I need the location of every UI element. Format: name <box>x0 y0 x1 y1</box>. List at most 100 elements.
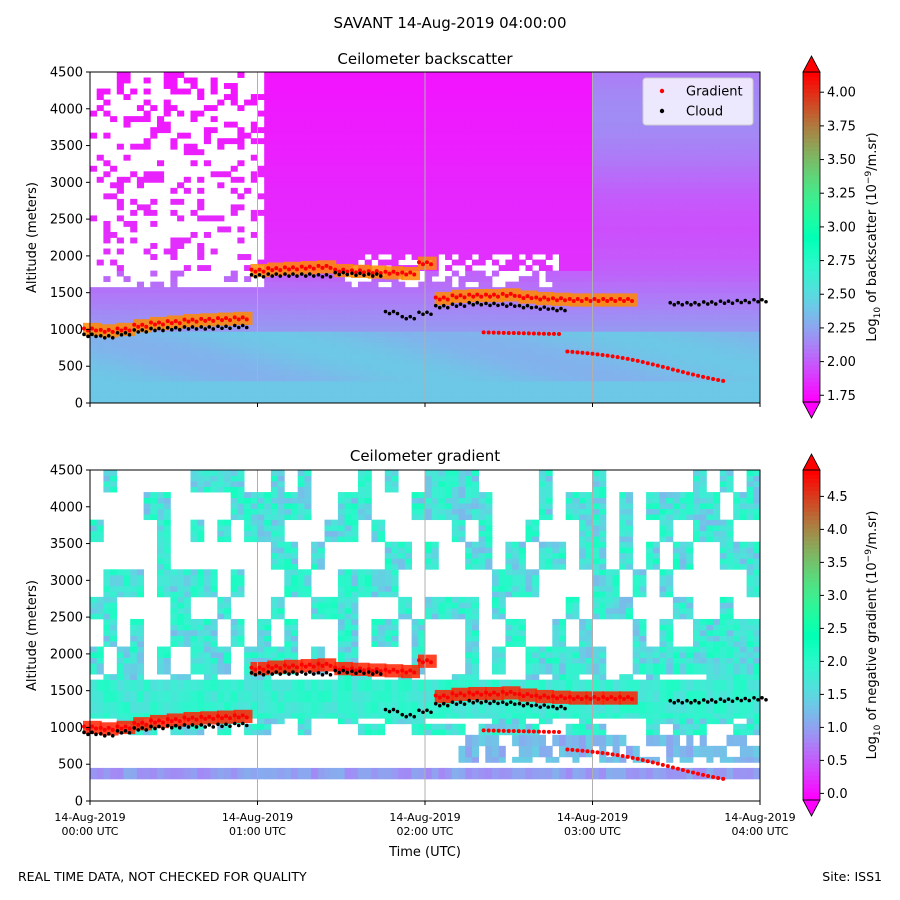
heatmap-cell <box>498 138 506 145</box>
heatmap-cell <box>170 243 178 249</box>
heatmap-cell <box>492 391 500 398</box>
heatmap-cell <box>311 110 319 117</box>
heatmap-cell <box>565 77 573 84</box>
heatmap-cell <box>626 77 634 84</box>
heatmap-cell <box>163 358 171 365</box>
heatmap-cell <box>646 303 654 310</box>
heatmap-cell <box>532 353 540 360</box>
heatmap-cell <box>344 309 352 316</box>
heatmap-cell <box>478 215 486 222</box>
heatmap-cell <box>612 358 620 365</box>
heatmap-cell <box>425 237 433 244</box>
heatmap-cell <box>331 105 339 112</box>
heatmap-cell <box>652 298 660 305</box>
heatmap-cell <box>264 160 272 167</box>
heatmap-cell <box>183 342 191 349</box>
heatmap-cell <box>311 298 319 305</box>
heatmap-cell <box>183 391 191 398</box>
heatmap-cell <box>130 303 138 310</box>
heatmap-cell <box>505 358 513 365</box>
heatmap-cell <box>485 88 493 95</box>
heatmap-cell <box>518 336 526 343</box>
heatmap-cell <box>311 220 319 227</box>
heatmap-cell <box>291 99 299 106</box>
heatmap-cell <box>344 347 352 354</box>
heatmap-cell <box>351 314 359 321</box>
heatmap-cell <box>291 94 299 100</box>
heatmap-cell <box>552 204 560 211</box>
heatmap-cell <box>713 72 721 78</box>
heatmap-cell <box>719 259 727 266</box>
heatmap-cell <box>197 331 205 338</box>
heatmap-cell <box>331 198 339 205</box>
heatmap-cell <box>713 314 721 321</box>
heatmap-cell <box>659 160 667 167</box>
heatmap-cell <box>632 386 640 393</box>
heatmap-cell <box>518 171 526 178</box>
heatmap-cell <box>411 226 419 233</box>
heatmap-cell <box>545 149 553 156</box>
heatmap-cell <box>277 88 285 95</box>
heatmap-cell <box>579 336 587 343</box>
heatmap-cell <box>559 110 567 117</box>
heatmap-cell <box>512 331 520 338</box>
heatmap-cell <box>304 121 312 128</box>
heatmap-cell <box>270 248 278 255</box>
heatmap-cell <box>612 265 620 271</box>
heatmap-cell <box>693 303 701 310</box>
heatmap-cell <box>364 309 372 316</box>
heatmap-cell <box>224 369 232 376</box>
heatmap-cell <box>96 353 104 360</box>
heatmap-cell <box>693 314 701 321</box>
heatmap-cell <box>726 386 734 393</box>
heatmap-cell <box>210 331 218 338</box>
heatmap-cell <box>458 231 466 238</box>
heatmap-cell <box>331 116 339 123</box>
heatmap-cell <box>525 193 533 200</box>
heatmap-cell <box>699 187 707 194</box>
heatmap-cell <box>525 380 533 387</box>
heatmap-cell <box>317 248 325 255</box>
heatmap-cell <box>525 138 533 145</box>
heatmap-cell <box>331 226 339 233</box>
heatmap-cell <box>579 386 587 393</box>
heatmap-cell <box>579 171 587 178</box>
heatmap-cell <box>284 292 292 299</box>
heatmap-cell <box>324 198 332 205</box>
heatmap-cell <box>291 83 299 89</box>
heatmap-cell <box>572 83 580 89</box>
heatmap-cell <box>626 121 634 128</box>
heatmap-cell <box>485 121 493 128</box>
heatmap-cell <box>733 171 741 178</box>
heatmap-cell <box>358 83 366 89</box>
heatmap-cell <box>203 309 211 316</box>
heatmap-cell <box>398 287 406 294</box>
heatmap-cell <box>706 331 714 338</box>
heatmap-cell <box>123 380 131 387</box>
heatmap-cell <box>358 287 366 294</box>
heatmap-cell <box>505 353 513 360</box>
heatmap-cell <box>699 281 707 288</box>
heatmap-cell <box>438 336 446 343</box>
heatmap-cell <box>190 358 198 365</box>
heatmap-cell <box>672 358 680 365</box>
heatmap-cell <box>451 215 459 222</box>
heatmap-cell <box>592 254 600 260</box>
heatmap-cell <box>693 325 701 332</box>
heatmap-cell <box>317 276 325 283</box>
heatmap-cell <box>579 237 587 244</box>
heatmap-cell <box>391 259 399 266</box>
heatmap-cell <box>599 325 607 332</box>
heatmap-cell <box>512 204 520 211</box>
heatmap-cell <box>391 254 399 260</box>
heatmap-cell <box>451 270 459 277</box>
heatmap-cell <box>398 138 406 145</box>
heatmap-cell <box>532 276 540 283</box>
heatmap-cell <box>150 391 158 398</box>
heatmap-cell <box>726 265 734 271</box>
heatmap-cell <box>250 303 258 310</box>
heatmap-cell <box>136 336 144 343</box>
heatmap-cell <box>699 143 707 150</box>
heatmap-cell <box>619 116 627 123</box>
heatmap-cell <box>364 347 372 354</box>
